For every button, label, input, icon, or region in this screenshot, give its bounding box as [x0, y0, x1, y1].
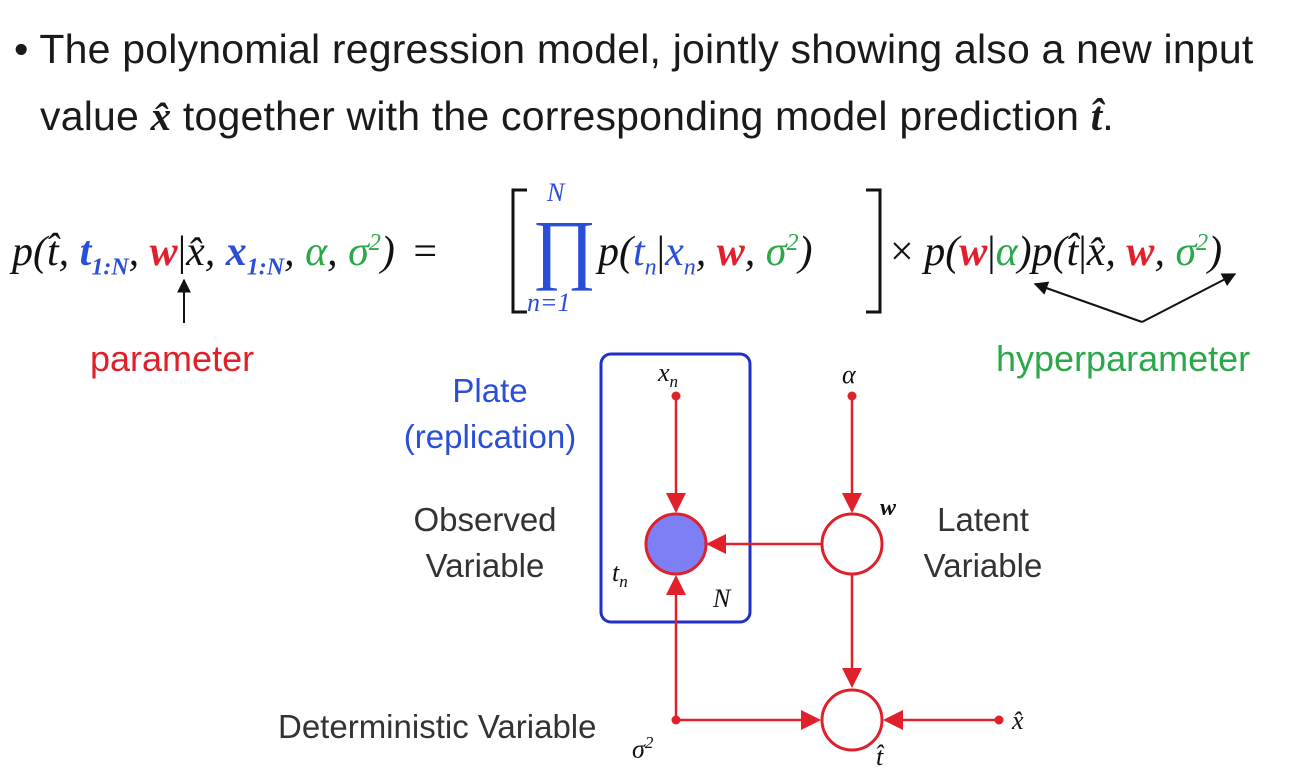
- hyperparameter-arrow-right: [1141, 273, 1237, 323]
- t-hat-symbol: t̂: [1090, 93, 1103, 139]
- node-alpha-dot: [847, 391, 857, 401]
- equation-lhs: p(t̂, t1:N, w|x̂, x1:N, α, σ2) =: [12, 228, 437, 281]
- node-tn-label: tn: [612, 558, 628, 592]
- eq-w: w: [1126, 229, 1155, 275]
- product-term: p(tn|xn, w, σ2): [598, 229, 813, 281]
- observed-label-line2: Variable: [425, 547, 545, 584]
- equation-rhs: × p(w|α)p(t̂|x̂, w, σ2): [890, 229, 1223, 275]
- eq-sigma: σ2: [765, 229, 799, 275]
- node-xn-label: xn: [658, 358, 679, 392]
- node-xhat-label: x̂: [1012, 706, 1024, 735]
- eq-comma: ,: [284, 229, 306, 275]
- observed-label-line1: Observed: [413, 501, 557, 538]
- eq-w: w: [716, 229, 745, 275]
- eq-sigma: σ2: [348, 229, 381, 275]
- eq-sigma: σ2: [1175, 229, 1209, 275]
- latent-label-line2: Variable: [923, 547, 1043, 584]
- eq-close: ): [380, 229, 395, 275]
- latent-variable-label: Latent Variable: [893, 497, 1073, 589]
- eq-comma: ,: [204, 229, 226, 275]
- bullet-text-line2-mid: together with the corresponding model pr…: [171, 93, 1091, 139]
- node-xhat-dot: [994, 715, 1004, 725]
- bullet-text-line2-post: .: [1102, 93, 1114, 139]
- left-bracket: [511, 188, 527, 314]
- eq-x-vector: x1:N: [225, 229, 285, 281]
- latent-label-line1: Latent: [937, 501, 1029, 538]
- eq-alpha: α: [305, 229, 328, 275]
- eq-that: t̂: [1066, 229, 1079, 275]
- eq-xhat: x̂: [1086, 229, 1106, 275]
- plate-N-label: N: [713, 584, 731, 613]
- bullet-text-line1: The polynomial regression model, jointly…: [39, 26, 1254, 72]
- product-lower-limit: n=1: [527, 288, 571, 317]
- eq-alpha: α: [995, 229, 1018, 275]
- parameter-label: parameter: [90, 338, 255, 379]
- node-xn-dot: [671, 391, 681, 401]
- eq-comma: ,: [327, 229, 349, 275]
- plate-label-line2: (replication): [403, 418, 577, 455]
- product-symbol: ∏: [532, 204, 597, 291]
- eq-p-open: p(: [12, 229, 47, 275]
- product-upper-limit: N: [547, 178, 565, 207]
- node-tn-observed: [644, 512, 708, 576]
- observed-variable-label: Observed Variable: [395, 497, 575, 589]
- eq-xn: xn: [665, 229, 696, 281]
- eq-t-vector: t1:N: [79, 229, 129, 281]
- eq-comma: ,: [128, 229, 150, 275]
- bullet-text-line2-pre: value: [40, 93, 151, 139]
- node-w-latent: [820, 512, 884, 576]
- bullet-line-1: • The polynomial regression model, joint…: [14, 26, 1253, 73]
- hyperparameter-label: hyperparameter: [996, 338, 1251, 379]
- eq-xhat: x̂: [186, 229, 205, 275]
- eq-w: w: [959, 229, 988, 275]
- plate-label: Plate (replication): [390, 368, 590, 460]
- node-alpha-label: α: [842, 360, 856, 389]
- right-bracket: [866, 188, 882, 314]
- node-sigma-label: σ2: [632, 733, 654, 764]
- bullet-marker: •: [14, 26, 29, 72]
- plate-label-line1: Plate: [452, 372, 528, 409]
- eq-w: w: [149, 229, 178, 275]
- node-that-label: t̂: [876, 742, 884, 771]
- hyperparameter-arrow-left: [1033, 281, 1143, 323]
- x-hat-symbol: x̂: [150, 93, 172, 139]
- eq-bar: |: [177, 229, 187, 275]
- node-w-label: w: [880, 495, 897, 521]
- eq-times: ×: [890, 229, 914, 275]
- eq-comma: ,: [58, 229, 80, 275]
- node-that-deterministic: [820, 688, 884, 752]
- node-sigma-dot: [671, 715, 681, 725]
- deterministic-variable-label: Deterministic Variable: [278, 708, 597, 745]
- eq-equals: =: [413, 229, 438, 275]
- bullet-line-2: value x̂ together with the corresponding…: [40, 92, 1114, 140]
- eq-that: t̂: [47, 229, 59, 275]
- eq-tn: tn: [633, 229, 657, 281]
